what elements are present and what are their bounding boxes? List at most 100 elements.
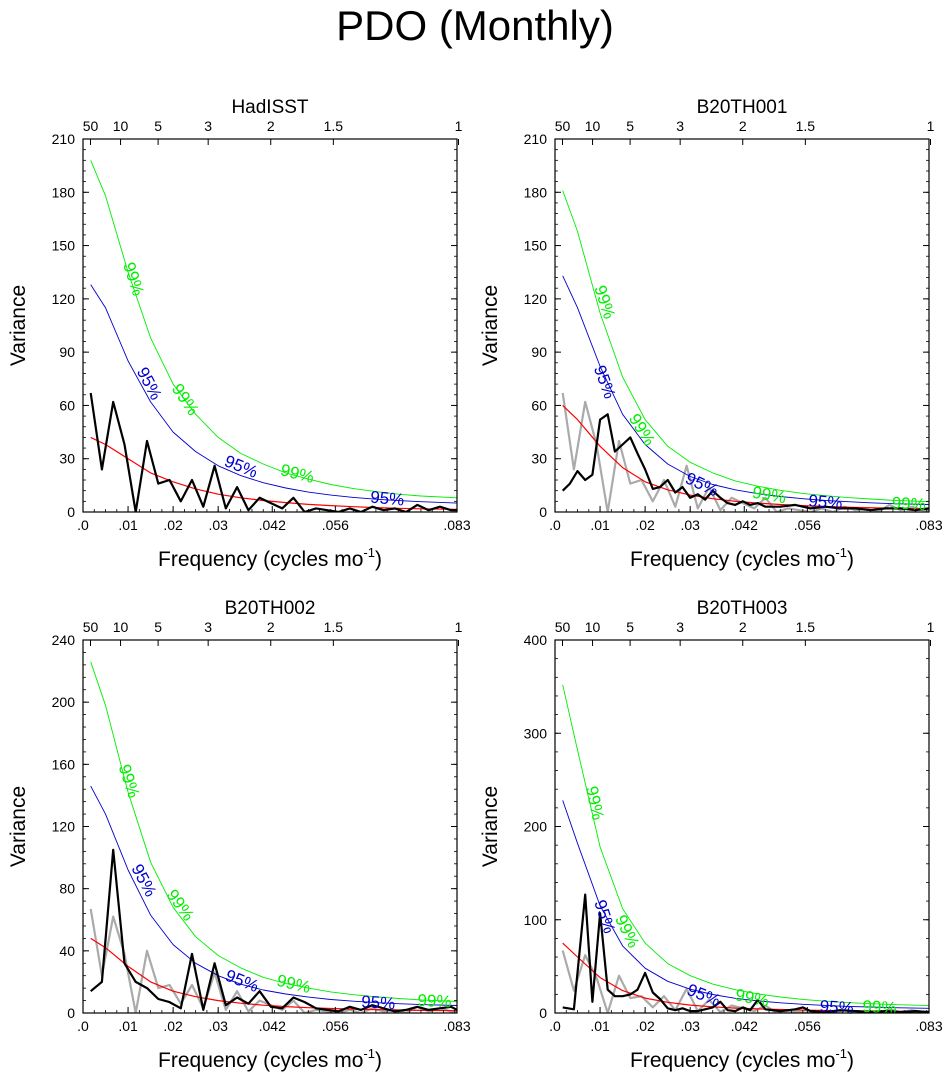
period-tick-label: 50: [555, 118, 571, 134]
x-axis-label-close: ): [847, 548, 854, 571]
red-noise-line: [562, 404, 929, 510]
conf99-line: [562, 190, 929, 503]
period-tick-label: 1: [455, 619, 463, 635]
x-axis-label-close: ): [375, 548, 382, 571]
panel-title: B20TH002: [225, 598, 316, 619]
period-tick-label: 2: [739, 619, 747, 635]
period-tick-label: 5: [626, 619, 634, 635]
spectrum-line: [562, 893, 929, 1013]
y-tick-label: 160: [52, 756, 76, 772]
conf99-line: [90, 661, 457, 1002]
y-axis-label: Variance: [479, 285, 502, 366]
y-tick-label: 90: [59, 344, 75, 360]
x-axis-label-superscript: -1: [363, 545, 375, 560]
x-axis-label: Frequency (cycles mo-1): [158, 1046, 382, 1072]
period-tick-label: 1: [927, 118, 935, 134]
y-tick-label: 60: [531, 397, 547, 413]
x-axis-label-main: Frequency (cycles mo: [630, 548, 835, 571]
y-tick-label: 150: [524, 238, 548, 254]
x-tick-label: .03: [208, 1018, 228, 1034]
y-tick-label: 0: [67, 1005, 75, 1021]
reference-spectrum-line: [89, 908, 457, 1013]
x-tick-label: .02: [635, 1018, 655, 1034]
x-axis-label: Frequency (cycles mo-1): [630, 545, 854, 571]
conf95-label: 95%: [127, 861, 160, 900]
spectrum-line: [561, 413, 929, 512]
conf95-line: [562, 800, 929, 1009]
x-axis-label-superscript: -1: [835, 1046, 847, 1061]
x-tick-label: .042: [259, 1018, 286, 1034]
x-axis-label-main: Frequency (cycles mo: [630, 1049, 835, 1072]
x-tick-label: .056: [322, 517, 349, 533]
conf99-label: 99%: [590, 283, 619, 321]
spectrum-line: [89, 848, 457, 1013]
x-tick-label: .02: [163, 517, 183, 533]
y-tick-label: 180: [52, 184, 76, 200]
x-tick-label: .056: [794, 1018, 821, 1034]
y-tick-label: 300: [524, 725, 548, 741]
conf99-label: 99%: [625, 410, 659, 449]
period-tick-label: 2: [267, 619, 275, 635]
x-axis-label-close: ): [847, 1049, 854, 1072]
conf99-label: 99%: [115, 762, 144, 800]
y-tick-label: 400: [524, 632, 548, 648]
x-axis-label-main: Frequency (cycles mo: [158, 1049, 363, 1072]
plot-frame: [554, 138, 930, 513]
period-tick-label: 2: [739, 118, 747, 134]
period-tick-label: 1: [455, 118, 463, 134]
x-tick-label: .056: [794, 517, 821, 533]
period-tick-label: 3: [204, 118, 212, 134]
plot-frame: [554, 639, 930, 1014]
conf99-label: 99%: [862, 997, 897, 1018]
period-tick-label: 3: [204, 619, 212, 635]
red-noise-line: [90, 937, 457, 1012]
period-tick-label: 1.5: [324, 118, 344, 134]
conf99-label: 99%: [891, 494, 926, 515]
x-tick-label: .042: [259, 517, 286, 533]
conf99-label: 99%: [582, 784, 608, 821]
x-tick-label: .01: [590, 517, 610, 533]
y-tick-label: 240: [52, 632, 76, 648]
period-tick-label: 3: [676, 118, 684, 134]
x-tick-label: .03: [680, 1018, 700, 1034]
y-tick-label: 210: [524, 131, 548, 147]
y-tick-label: 100: [524, 912, 548, 928]
conf99-label: 99%: [119, 260, 148, 298]
period-tick-label: 10: [585, 118, 601, 134]
conf95-label: 95%: [369, 488, 405, 510]
y-axis-label: Variance: [479, 786, 502, 867]
y-tick-label: 30: [531, 451, 547, 467]
y-tick-label: 120: [524, 291, 548, 307]
period-tick-label: 50: [83, 118, 99, 134]
conf95-label: 95%: [590, 363, 619, 401]
x-tick-label: .01: [118, 1018, 138, 1034]
conf99-label: 99%: [163, 886, 198, 925]
conf99-label: 99%: [168, 380, 203, 419]
conf99-line: [562, 684, 929, 1007]
period-tick-label: 10: [113, 619, 129, 635]
spectrum-line: [89, 392, 457, 512]
period-tick-label: 2: [267, 118, 275, 134]
conf95-label: 95%: [590, 898, 619, 936]
period-tick-label: 5: [154, 118, 162, 134]
y-tick-label: 60: [59, 397, 75, 413]
conf95-label: 95%: [133, 364, 166, 403]
x-axis-label-superscript: -1: [363, 1046, 375, 1061]
x-tick-label: .01: [590, 1018, 610, 1034]
x-tick-label: .042: [731, 517, 758, 533]
y-tick-label: 0: [539, 1005, 547, 1021]
y-tick-label: 30: [59, 451, 75, 467]
period-tick-label: 10: [585, 619, 601, 635]
period-tick-label: 5: [626, 118, 634, 134]
conf99-line: [90, 160, 457, 499]
y-axis-label: Variance: [7, 786, 30, 867]
period-tick-label: 1.5: [796, 118, 816, 134]
conf99-label: 99%: [611, 912, 643, 951]
panel-title: HadISST: [231, 97, 308, 118]
x-tick-label: .03: [680, 517, 700, 533]
